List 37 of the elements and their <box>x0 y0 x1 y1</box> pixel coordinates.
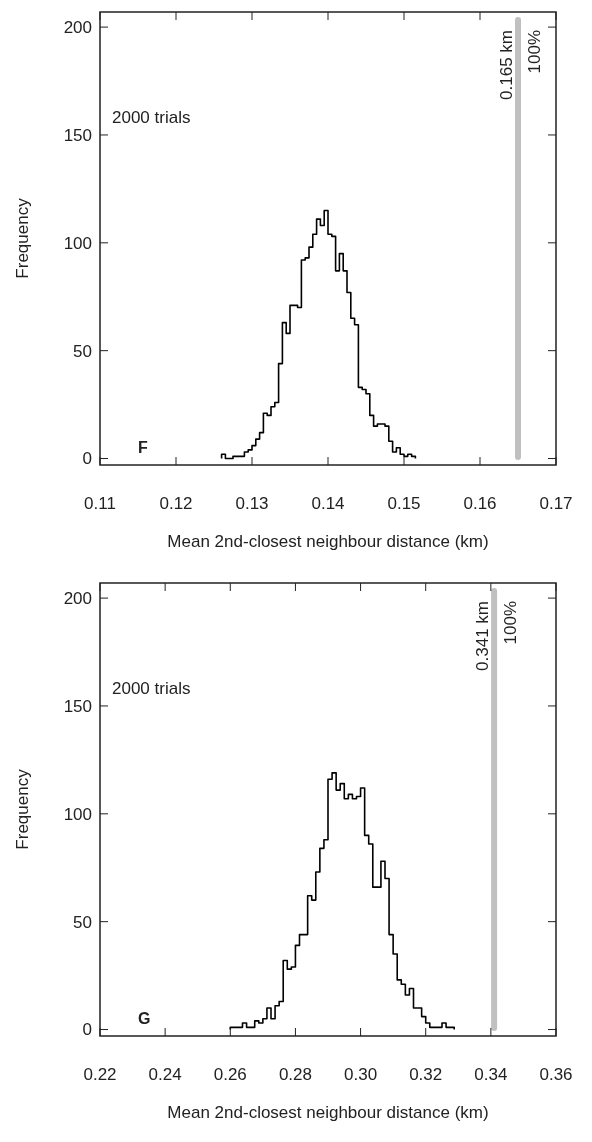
x-tick-label: 0.36 <box>539 1065 573 1084</box>
x-tick-label: 0.16 <box>463 494 497 513</box>
annotation: G <box>138 1010 151 1027</box>
annotation: 2000 trials <box>112 107 191 127</box>
x-tick-label: 0.17 <box>539 494 573 513</box>
x-tick-label: 0.13 <box>235 494 269 513</box>
y-tick-label: 50 <box>73 912 92 932</box>
annotation: 2000 trials <box>112 678 191 698</box>
annotation: 100% <box>501 601 521 645</box>
y-tick-label: 100 <box>63 804 92 824</box>
annotation: 100% <box>525 30 544 74</box>
x-tick-label: 0.30 <box>344 1065 378 1084</box>
x-tick-label: 0.22 <box>83 1065 117 1084</box>
x-tick-label: 0.24 <box>148 1065 182 1084</box>
y-axis-title: Frequency <box>13 197 32 279</box>
x-tick-label: 0.32 <box>409 1065 443 1084</box>
x-tick-label: 0.14 <box>311 494 345 513</box>
x-tick-label: 0.28 <box>278 1065 312 1084</box>
x-tick-label: 0.15 <box>387 494 421 513</box>
y-tick-label: 0 <box>82 1020 92 1040</box>
x-tick-label: 0.12 <box>159 494 193 513</box>
y-tick-label: 200 <box>63 18 92 38</box>
x-tick-label: 0.34 <box>474 1065 508 1084</box>
y-tick-label: 150 <box>63 696 92 716</box>
x-tick-label: 0.11 <box>84 494 116 513</box>
y-tick-label: 0 <box>82 449 92 469</box>
x-axis-title: Mean 2nd-closest neighbour distance (km) <box>167 532 489 551</box>
ref-line-label: 0.165 km <box>497 30 516 100</box>
y-tick-label: 100 <box>63 233 92 253</box>
x-tick-label: 0.26 <box>213 1065 247 1084</box>
y-tick-label: 50 <box>73 341 92 361</box>
x-axis-title: Mean 2nd-closest neighbour distance (km) <box>167 1103 489 1122</box>
y-axis-title: Frequency <box>13 768 32 850</box>
y-tick-label: 200 <box>63 589 92 609</box>
y-tick-label: 150 <box>63 125 92 145</box>
ref-line-label: 0.341 km <box>473 601 493 671</box>
annotation: F <box>138 439 148 456</box>
